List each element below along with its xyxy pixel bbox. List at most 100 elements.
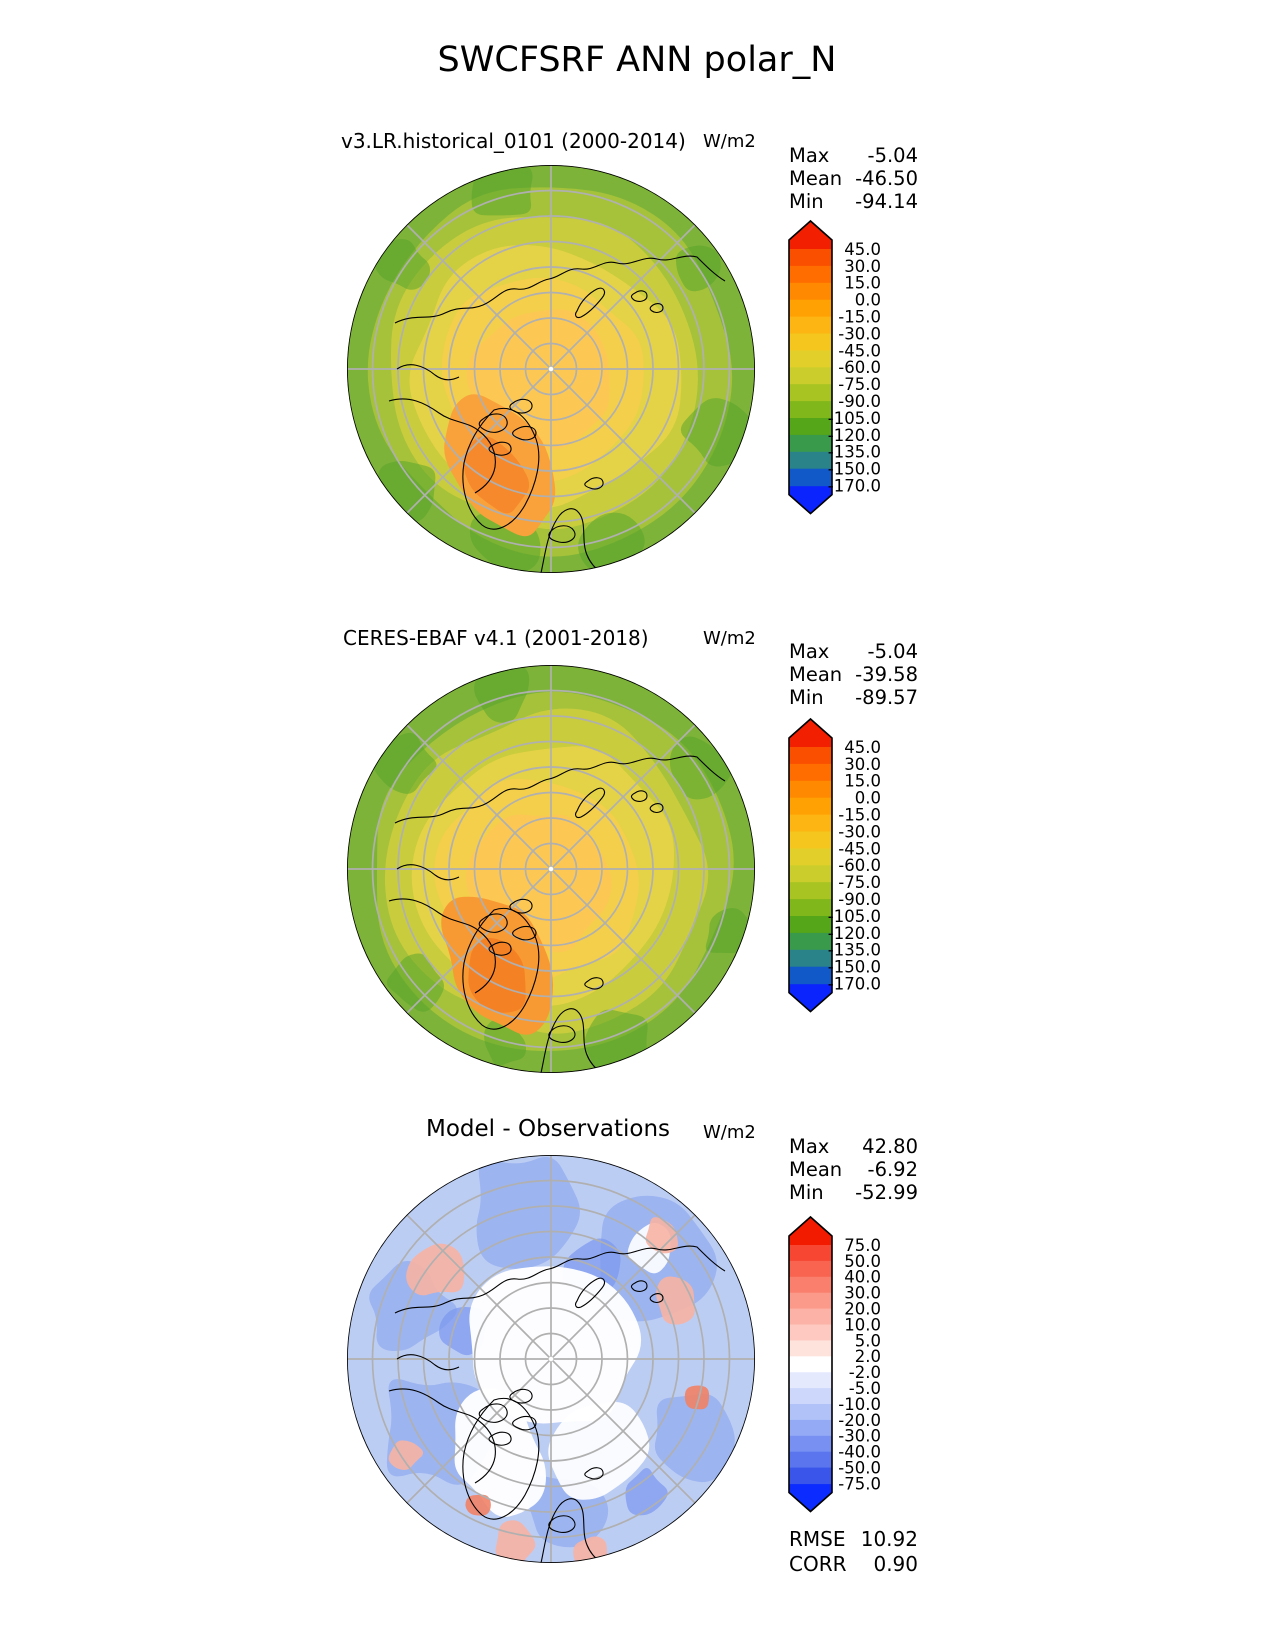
- metric-row: RMSE 10.92: [789, 1527, 918, 1552]
- stat-row: Mean -46.50: [789, 167, 918, 190]
- panel2-colorbar: 45.030.015.00.0-15.0-30.0-45.0-60.0-75.0…: [788, 717, 881, 1013]
- colorbar-tick-label: -105.0: [828, 409, 881, 428]
- colorbar-tick-label: 30.0: [844, 257, 881, 276]
- panel3-colorbar: 75.050.040.030.020.010.05.02.0-2.0-5.0-1…: [788, 1215, 881, 1513]
- stat-value: -52.99: [855, 1181, 918, 1204]
- stat-value: -6.92: [867, 1158, 918, 1181]
- stat-value: -39.58: [855, 663, 918, 686]
- colorbar-tick-label: -60.0: [838, 358, 881, 377]
- colorbar-tick-label: -90.0: [838, 890, 881, 909]
- colorbar-tick-label: 45.0: [844, 240, 881, 259]
- colorbar-tick-label: -45.0: [838, 341, 881, 360]
- panel2-title: CERES-EBAF v4.1 (2001-2018): [343, 626, 649, 650]
- stat-label: Mean: [789, 1158, 843, 1181]
- colorbar-tick-label: 10.0: [844, 1315, 881, 1334]
- colorbar-tick-label: 0.0: [855, 789, 881, 808]
- panel3-units-label: W/m2: [703, 1122, 756, 1143]
- colorbar-tick-label: 15.0: [844, 274, 881, 293]
- colorbar-tick-label: -15.0: [838, 308, 881, 327]
- colorbar-tick-label: -20.0: [838, 1411, 881, 1430]
- colorbar-tick-label: 0.0: [855, 291, 881, 310]
- colorbar-tick-label: -150.0: [828, 460, 881, 479]
- stat-value: -5.04: [867, 144, 918, 167]
- colorbar-tick-label: -15.0: [838, 806, 881, 825]
- panel2-stats: Max -5.04 Mean -39.58 Min -89.57: [789, 640, 918, 709]
- panel1-units-label: W/m2: [703, 131, 756, 152]
- panel1-title: v3.LR.historical_0101 (2000-2014): [341, 129, 686, 153]
- panel2-polar-map: [347, 665, 755, 1073]
- map-fill: [347, 165, 755, 573]
- panel3-stats: Max 42.80 Mean -6.92 Min -52.99: [789, 1135, 918, 1204]
- colorbar-tick-label: 30.0: [844, 1284, 881, 1303]
- colorbar-extend-max: [789, 1217, 832, 1245]
- stat-label: Max: [789, 144, 830, 167]
- colorbar-tick-label: -30.0: [838, 822, 881, 841]
- colorbar-tick-label: -135.0: [828, 941, 881, 960]
- colorbar-tick-label: -30.0: [838, 1427, 881, 1446]
- colorbar-outline: [788, 219, 833, 515]
- colorbar-tick-label: -75.0: [838, 1474, 881, 1493]
- stat-label: Min: [789, 190, 824, 213]
- colorbar-tick-label: -50.0: [838, 1459, 881, 1478]
- colorbar-tick-label: -75.0: [838, 873, 881, 892]
- stat-value: -46.50: [855, 167, 918, 190]
- figure-title: SWCFSRF ANN polar_N: [437, 40, 837, 80]
- coastlines: [388, 1245, 726, 1563]
- colorbar-extend-max: [789, 221, 832, 249]
- colorbar-extend-max: [789, 719, 832, 747]
- stat-row: Max -5.04: [789, 640, 918, 663]
- stat-value: -5.04: [867, 640, 918, 663]
- stat-value: 42.80: [862, 1135, 918, 1158]
- colorbar-tick-label: -30.0: [838, 324, 881, 343]
- colorbar-tick-label: -105.0: [828, 907, 881, 926]
- stat-label: Min: [789, 686, 824, 709]
- map-fill: [347, 1155, 755, 1563]
- colorbar-tick-label: -150.0: [828, 958, 881, 977]
- colorbar-outline: [788, 717, 833, 1013]
- coastlines: [388, 755, 726, 1073]
- colorbar-tick-label: -2.0: [849, 1363, 881, 1382]
- stat-row: Min -89.57: [789, 686, 918, 709]
- colorbar-tick-label: 15.0: [844, 772, 881, 791]
- colorbar-tick-label: 2.0: [855, 1347, 881, 1366]
- panel1-polar-map: [347, 165, 755, 573]
- metric-label: RMSE: [789, 1527, 846, 1551]
- stat-label: Max: [789, 640, 830, 663]
- panel2-units-label: W/m2: [703, 628, 756, 649]
- panel3-title: Model - Observations: [425, 1116, 671, 1142]
- stat-row: Mean -39.58: [789, 663, 918, 686]
- colorbar-tick-label: -45.0: [838, 839, 881, 858]
- colorbar-tick-label: -5.0: [849, 1379, 881, 1398]
- colorbar-tick-label: -135.0: [828, 443, 881, 462]
- stat-row: Max 42.80: [789, 1135, 918, 1158]
- colorbar-outline: [788, 1215, 833, 1513]
- colorbar-tick-label: -90.0: [838, 392, 881, 411]
- panel1-stats: Max -5.04 Mean -46.50 Min -94.14: [789, 144, 918, 213]
- coastlines: [388, 255, 726, 573]
- colorbar-extend-min: [789, 485, 832, 514]
- colorbar-tick-label: 5.0: [855, 1331, 881, 1350]
- stat-label: Mean: [789, 663, 843, 686]
- stat-label: Min: [789, 1181, 824, 1204]
- pole-dot: [548, 366, 554, 372]
- colorbar-tick-label: 30.0: [844, 755, 881, 774]
- stat-label: Max: [789, 1135, 830, 1158]
- stat-row: Min -94.14: [789, 190, 918, 213]
- stat-label: Mean: [789, 167, 843, 190]
- colorbar-tick-label: -120.0: [828, 426, 881, 445]
- metric-label: CORR: [789, 1552, 847, 1576]
- colorbar-tick-label: 20.0: [844, 1300, 881, 1319]
- colorbar-extend-min: [789, 1483, 832, 1512]
- colorbar-tick-label: 75.0: [844, 1236, 881, 1255]
- stat-value: -89.57: [855, 686, 918, 709]
- panel3-polar-map: [347, 1155, 755, 1563]
- pole-dot: [548, 866, 554, 872]
- metric-value: 0.90: [873, 1552, 918, 1576]
- colorbar-tick-label: 50.0: [844, 1252, 881, 1271]
- stat-row: Max -5.04: [789, 144, 918, 167]
- colorbar-tick-label: -75.0: [838, 375, 881, 394]
- stat-row: Min -52.99: [789, 1181, 918, 1204]
- metric-value: 10.92: [860, 1527, 918, 1551]
- colorbar-tick-label: -170.0: [828, 477, 881, 496]
